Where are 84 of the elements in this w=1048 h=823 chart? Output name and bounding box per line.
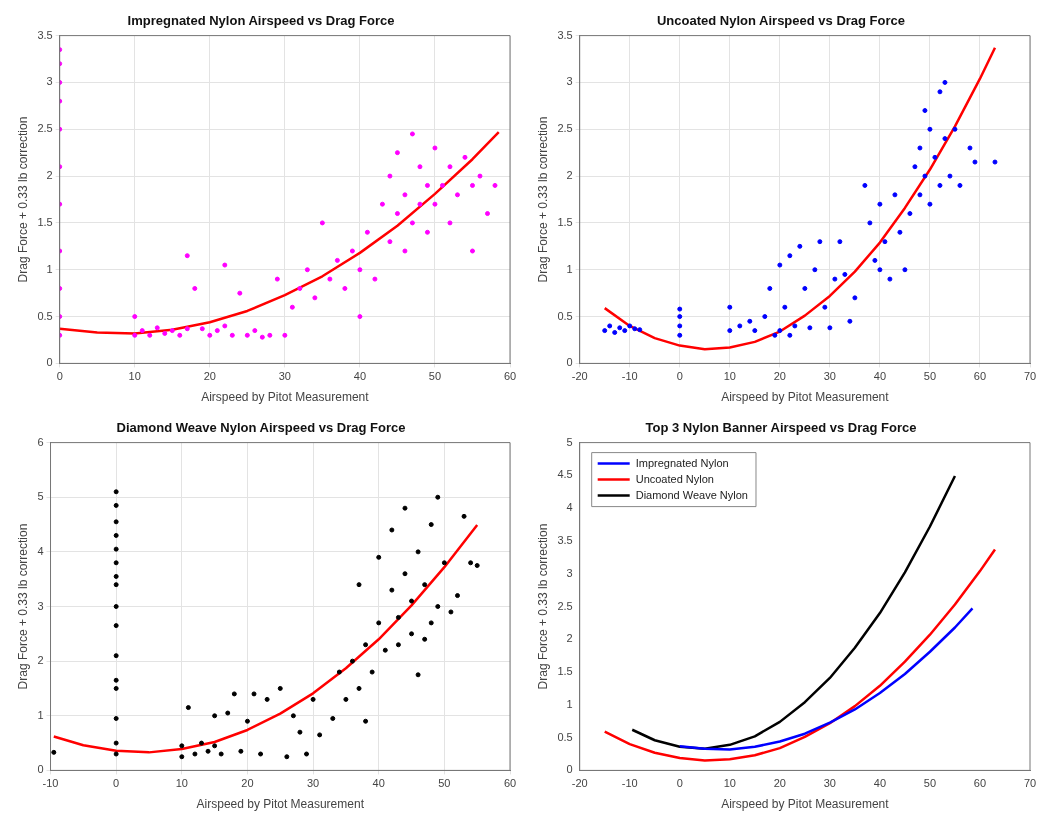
y-tick-label: 3.5 xyxy=(557,533,573,546)
y-tick-label: 0 xyxy=(37,763,44,776)
y-axis-title: Drag Force + 0.33 lb correction xyxy=(15,116,30,283)
y-tick-label: 0.5 xyxy=(37,309,53,322)
x-tick-label: -10 xyxy=(621,777,638,790)
y-tick-label: 2.5 xyxy=(557,599,573,612)
y-tick-label: 4.5 xyxy=(557,468,573,481)
y-tick-label: 0.5 xyxy=(557,309,573,322)
y-tick-label: 3 xyxy=(566,75,573,88)
y-tick-label: 4 xyxy=(566,501,573,514)
x-tick-label: -20 xyxy=(571,370,588,383)
y-tick-label: 2 xyxy=(566,632,573,645)
y-tick-label: 1.5 xyxy=(37,215,53,228)
x-tick-label: 70 xyxy=(1023,777,1037,790)
x-tick-label: 50 xyxy=(923,370,937,383)
y-tick-label: 0.5 xyxy=(557,730,573,743)
y-axis-title: Drag Force + 0.33 lb correction xyxy=(535,116,550,283)
legend-label: Uncoated Nylon xyxy=(635,472,714,485)
y-tick-label: 2 xyxy=(46,169,53,182)
y-tick-label: 5 xyxy=(566,435,573,448)
x-tick-label: 10 xyxy=(723,370,736,383)
x-tick-label: 10 xyxy=(128,370,141,383)
x-tick-label: 20 xyxy=(773,370,786,383)
x-tick-label: 40 xyxy=(873,370,887,383)
y-tick-label: 1 xyxy=(566,262,573,275)
y-tick-label: 2.5 xyxy=(37,122,53,135)
x-tick-label: 0 xyxy=(56,370,63,383)
y-tick-label: 5 xyxy=(37,490,44,503)
x-tick-label: 30 xyxy=(306,777,320,790)
y-axis-title: Drag Force + 0.33 lb correction xyxy=(535,523,550,690)
y-tick-label: 0 xyxy=(46,356,53,369)
chart-title: Diamond Weave Nylon Airspeed vs Drag Force xyxy=(116,420,406,436)
chart-title: Uncoated Nylon Airspeed vs Drag Force xyxy=(656,13,906,29)
x-tick-label: 30 xyxy=(823,777,836,790)
x-tick-label: 40 xyxy=(372,777,385,790)
y-tick-label: 1 xyxy=(566,697,573,710)
x-tick-label: 50 xyxy=(923,777,937,790)
y-tick-label: 3 xyxy=(566,566,573,579)
x-tick-label: -10 xyxy=(621,370,638,383)
y-tick-label: 3.5 xyxy=(37,28,53,41)
x-tick-label: 50 xyxy=(428,370,442,383)
x-tick-label: 70 xyxy=(1023,370,1037,383)
y-tick-label: 4 xyxy=(37,544,44,557)
x-axis-title: Airspeed by Pitot Measurement xyxy=(201,390,370,405)
y-tick-label: 6 xyxy=(37,435,44,448)
y-tick-label: 2.5 xyxy=(557,122,573,135)
y-tick-label: 3 xyxy=(46,75,53,88)
x-tick-label: 0 xyxy=(113,777,120,790)
y-tick-label: 1 xyxy=(37,708,44,721)
y-tick-label: 0 xyxy=(566,356,573,369)
x-tick-label: 20 xyxy=(203,370,216,383)
y-tick-label: 1.5 xyxy=(557,215,573,228)
x-tick-label: 0 xyxy=(676,370,683,383)
x-tick-label: 40 xyxy=(353,370,367,383)
y-tick-label: 1.5 xyxy=(557,665,573,678)
y-tick-label: 2 xyxy=(566,169,573,182)
y-tick-label: 3 xyxy=(37,599,44,612)
x-tick-label: 60 xyxy=(973,370,987,383)
x-tick-label: 40 xyxy=(873,777,887,790)
legend-label: Diamond Weave Nylon xyxy=(635,488,748,501)
x-tick-label: 60 xyxy=(503,777,517,790)
x-tick-label: 20 xyxy=(773,777,786,790)
x-axis-title: Airspeed by Pitot Measurement xyxy=(721,797,890,812)
x-tick-label: 20 xyxy=(241,777,254,790)
y-tick-label: 3.5 xyxy=(557,28,573,41)
y-axis-title: Drag Force + 0.33 lb correction xyxy=(15,523,30,690)
x-axis-title: Airspeed by Pitot Measurement xyxy=(196,797,365,812)
x-tick-label: 10 xyxy=(723,777,736,790)
chart-title: Impregnated Nylon Airspeed vs Drag Force xyxy=(127,13,395,29)
chart-title: Top 3 Nylon Banner Airspeed vs Drag Force xyxy=(645,420,917,436)
x-tick-label: 30 xyxy=(823,370,836,383)
x-tick-label: 30 xyxy=(278,370,291,383)
x-tick-label: 50 xyxy=(438,777,451,790)
legend-label: Impregnated Nylon xyxy=(635,456,729,469)
x-tick-label: -10 xyxy=(42,777,59,790)
y-tick-label: 1 xyxy=(46,262,53,275)
x-tick-label: 60 xyxy=(503,370,517,383)
y-tick-label: 2 xyxy=(37,654,44,667)
x-tick-label: 0 xyxy=(676,777,683,790)
x-tick-label: 10 xyxy=(175,777,188,790)
y-tick-label: 0 xyxy=(566,763,573,776)
x-tick-label: -20 xyxy=(571,777,588,790)
x-axis-title: Airspeed by Pitot Measurement xyxy=(721,390,890,405)
x-tick-label: 60 xyxy=(973,777,987,790)
